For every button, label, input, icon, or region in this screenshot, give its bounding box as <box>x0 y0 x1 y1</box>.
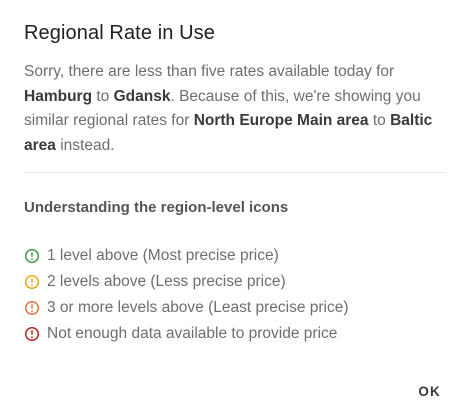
legend-label: Not enough data available to provide pri… <box>47 325 338 342</box>
description-text: Sorry, there are less than five rates av… <box>24 63 395 80</box>
legend-item: Not enough data available to provide pri… <box>24 321 349 347</box>
alert-circle-icon <box>24 248 40 264</box>
legend-item: 2 levels above (Less precise price) <box>24 269 349 295</box>
alert-circle-icon <box>24 274 40 290</box>
description-text: instead. <box>55 136 115 154</box>
dialog-description: Sorry, there are less than five rates av… <box>24 60 444 158</box>
alert-circle-icon <box>24 300 40 316</box>
legend-label: 3 or more levels above (Least precise pr… <box>47 299 349 316</box>
legend-item: 1 level above (Most precise price) <box>24 243 349 269</box>
origin-port: Hamburg <box>24 87 93 105</box>
legend-item: 3 or more levels above (Least precise pr… <box>24 295 349 321</box>
description-text: to <box>92 87 114 105</box>
description-text: . Because of this, we're showing you sim… <box>24 87 421 130</box>
ok-button[interactable]: OK <box>418 384 441 399</box>
description-text: to <box>368 112 391 129</box>
region-level-legend: 1 level above (Most precise price) 2 lev… <box>24 243 349 347</box>
destination-region: Baltic area <box>24 112 433 154</box>
destination-port: Gdansk <box>113 87 171 105</box>
legend-label: 1 level above (Most precise price) <box>47 247 279 264</box>
divider <box>24 172 445 173</box>
legend-label: 2 levels above (Less precise price) <box>47 273 286 290</box>
origin-region: North Europe Main area <box>193 112 369 129</box>
legend-heading: Understanding the region-level icons <box>24 199 289 216</box>
alert-circle-icon <box>24 326 40 342</box>
dialog-title: Regional Rate in Use <box>24 22 215 44</box>
